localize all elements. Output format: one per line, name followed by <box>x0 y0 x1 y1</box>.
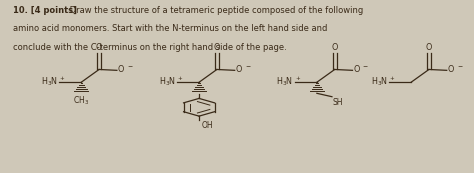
Text: +: + <box>295 76 300 81</box>
Text: amino acid monomers. Start with the N-terminus on the left hand side and: amino acid monomers. Start with the N-te… <box>13 24 328 33</box>
Text: H$_3$N: H$_3$N <box>159 76 176 89</box>
Text: SH: SH <box>333 98 343 107</box>
Text: +: + <box>389 76 394 81</box>
Text: conclude with the C-terminus on the right hand side of the page.: conclude with the C-terminus on the righ… <box>13 43 287 52</box>
Text: O: O <box>354 65 360 74</box>
Text: +: + <box>177 76 182 81</box>
Text: O: O <box>118 65 124 74</box>
Text: −: − <box>245 63 250 69</box>
Text: O: O <box>447 65 454 74</box>
Text: O: O <box>214 43 220 52</box>
Text: −: − <box>457 63 462 69</box>
Text: −: − <box>363 63 368 69</box>
Text: CH$_3$: CH$_3$ <box>73 94 89 107</box>
Text: H$_3$N: H$_3$N <box>371 76 388 89</box>
Text: O: O <box>426 43 432 52</box>
Text: O: O <box>331 43 338 52</box>
Text: Draw the structure of a tetrameric peptide composed of the following: Draw the structure of a tetrameric pepti… <box>67 6 364 15</box>
Text: O: O <box>236 65 242 74</box>
Text: +: + <box>59 76 64 81</box>
Text: H$_3$N: H$_3$N <box>41 76 58 89</box>
Text: 10. [4 points]: 10. [4 points] <box>13 6 77 15</box>
Text: −: − <box>127 63 133 69</box>
Text: H$_3$N: H$_3$N <box>276 76 293 89</box>
Text: O: O <box>96 43 102 52</box>
Text: OH: OH <box>201 121 213 130</box>
